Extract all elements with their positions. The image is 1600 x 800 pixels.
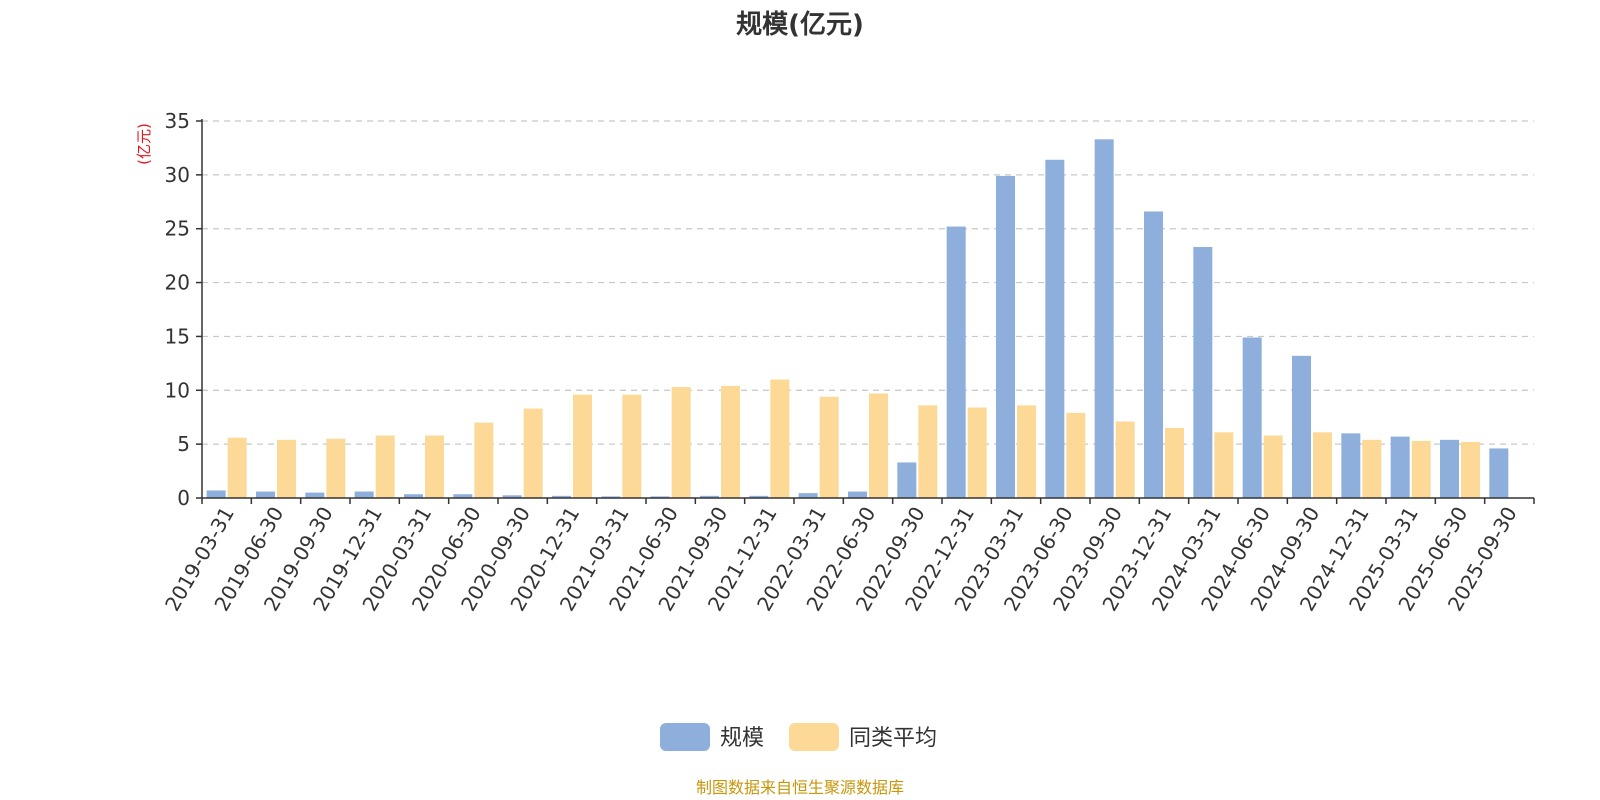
y-tick-label: 20 — [165, 271, 190, 295]
bar-peer-average-2025-06-30 — [1461, 441, 1480, 498]
bar-scale-2023-12-31 — [1144, 211, 1163, 499]
bar-scale-2024-12-31 — [1341, 433, 1361, 498]
bar-scale-2019-06-30 — [256, 491, 275, 498]
bar-scale-2025-09-30 — [1489, 448, 1509, 498]
bar-peer-average-2021-12-31 — [770, 379, 790, 498]
bar-peer-average-2023-12-31 — [1165, 427, 1184, 498]
bar-scale-2020-03-31 — [404, 494, 423, 498]
bar-peer-average-2021-09-30 — [721, 385, 740, 498]
legend-item-1[interactable]: 同类平均 — [789, 723, 937, 751]
bar-peer-average-2023-09-30 — [1115, 421, 1135, 498]
bar-scale-2021-06-30 — [650, 496, 670, 498]
x-tick-labels: 2019-03-312019-06-302019-09-302019-12-31… — [160, 503, 1522, 616]
bar-scale-2020-06-30 — [453, 494, 473, 498]
y-tick-label: 15 — [165, 324, 190, 348]
y-tick-label: 10 — [165, 378, 190, 402]
bar-peer-average-2021-03-31 — [622, 394, 642, 498]
bar-scale-2022-06-30 — [848, 491, 867, 498]
bar-scale-2022-09-30 — [897, 462, 917, 498]
bar-peer-average-2025-03-31 — [1411, 440, 1431, 498]
bar-peer-average-2022-03-31 — [819, 396, 839, 498]
bar-scale-2019-09-30 — [305, 492, 325, 498]
bar-peer-average-2024-03-31 — [1214, 432, 1234, 498]
grid-lines — [202, 120, 1534, 445]
bar-peer-average-2022-12-31 — [967, 407, 987, 498]
bar-scale-2019-12-31 — [354, 491, 374, 498]
bar-scale-2019-03-31 — [206, 490, 226, 498]
y-tick-labels: 0 5 10 15 20 25 30 35 — [165, 109, 190, 510]
bar-peer-average-2019-09-30 — [326, 438, 346, 498]
y-tick-label: 5 — [177, 432, 190, 456]
bar-scale-2022-03-31 — [798, 493, 818, 498]
bar-scale-2021-12-31 — [749, 495, 769, 498]
y-tick-label: 25 — [165, 217, 190, 241]
bar-scale-2020-09-30 — [502, 495, 522, 498]
bar-peer-average-2024-06-30 — [1263, 435, 1283, 498]
bar-peer-average-2020-12-31 — [573, 394, 592, 498]
axes — [196, 119, 1535, 504]
legend-label: 规模 — [720, 726, 764, 751]
bar-scale-2025-03-31 — [1390, 436, 1410, 498]
y-axis-unit-label: (亿元) — [135, 123, 153, 165]
bar-peer-average-2019-12-31 — [375, 435, 395, 498]
bar-scale-2022-12-31 — [946, 226, 966, 498]
bar-scale-2025-06-30 — [1440, 439, 1459, 498]
bar-scale-2023-03-31 — [996, 175, 1015, 499]
bar-peer-average-2024-12-31 — [1362, 439, 1382, 498]
legend-label: 同类平均 — [849, 726, 937, 751]
bar-peer-average-2023-03-31 — [1017, 405, 1036, 498]
bar-peer-average-2020-09-30 — [523, 408, 543, 498]
bar-scale-2024-09-30 — [1292, 355, 1311, 498]
legend-swatch — [660, 723, 710, 751]
legend[interactable]: 规模 同类平均 — [660, 723, 937, 751]
legend-item-0[interactable]: 规模 — [660, 723, 764, 751]
bars — [206, 139, 1509, 499]
bar-scale-2024-06-30 — [1242, 337, 1262, 498]
bar-peer-average-2019-06-30 — [277, 439, 296, 498]
bar-peer-average-2022-09-30 — [918, 405, 938, 498]
y-tick-label: 0 — [177, 486, 190, 510]
y-tick-label: 35 — [165, 109, 190, 133]
legend-swatch — [789, 723, 839, 751]
chart-title: 规模(亿元) — [736, 10, 864, 40]
bar-scale-2023-09-30 — [1094, 139, 1114, 498]
bar-peer-average-2022-06-30 — [869, 393, 888, 498]
bar-scale-2020-12-31 — [552, 495, 571, 498]
bar-scale-2021-03-31 — [601, 496, 621, 498]
bar-peer-average-2021-06-30 — [671, 387, 691, 498]
bar-scale-2021-09-30 — [700, 495, 719, 498]
y-tick-label: 30 — [165, 163, 190, 187]
bar-scale-2024-03-31 — [1193, 247, 1213, 498]
bar-peer-average-2024-09-30 — [1313, 432, 1332, 498]
bar-peer-average-2023-06-30 — [1066, 412, 1086, 498]
bar-peer-average-2019-03-31 — [227, 437, 247, 498]
bar-scale-2023-06-30 — [1045, 159, 1065, 498]
bar-peer-average-2020-03-31 — [425, 435, 444, 498]
data-source-note: 制图数据来自恒生聚源数据库 — [696, 778, 904, 797]
bar-peer-average-2020-06-30 — [474, 422, 494, 498]
